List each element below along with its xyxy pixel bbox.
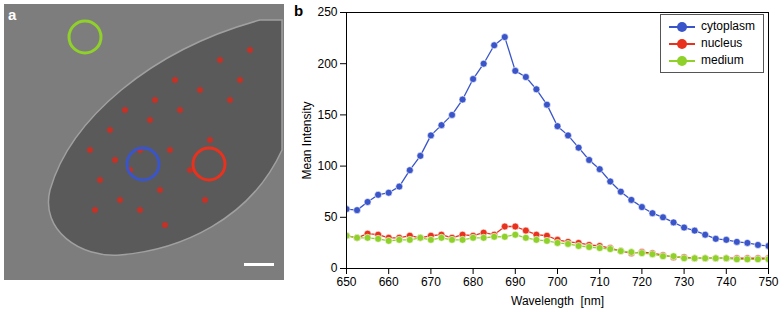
svg-text:730: 730 (674, 275, 694, 289)
svg-text:Wavelength [nm]: Wavelength [nm] (511, 294, 604, 308)
html-text:cytoplasm: cytoplasm (701, 19, 755, 33)
svg-text:Mean Intensity: Mean Intensity (300, 101, 314, 179)
svg-text:710: 710 (590, 275, 610, 289)
svg-text:150: 150 (317, 108, 337, 122)
html-text:a: a (8, 6, 17, 23)
svg-text:740: 740 (716, 275, 736, 289)
svg-text:680: 680 (463, 275, 483, 289)
svg-text:700: 700 (547, 275, 567, 289)
svg-text:660: 660 (379, 275, 399, 289)
html-text:nucleus: nucleus (701, 36, 743, 50)
html-text:medium: medium (701, 53, 744, 67)
svg-text:720: 720 (632, 275, 652, 289)
svg-text:50: 50 (324, 210, 338, 224)
html-text:b: b (294, 2, 304, 19)
svg-text:690: 690 (505, 275, 525, 289)
svg-text:650: 650 (336, 275, 356, 289)
svg-text:670: 670 (421, 275, 441, 289)
svg-text:250: 250 (317, 5, 337, 19)
svg-text:750: 750 (758, 275, 778, 289)
svg-text:0: 0 (331, 261, 338, 275)
svg-text:100: 100 (317, 159, 337, 173)
svg-text:200: 200 (317, 57, 337, 71)
